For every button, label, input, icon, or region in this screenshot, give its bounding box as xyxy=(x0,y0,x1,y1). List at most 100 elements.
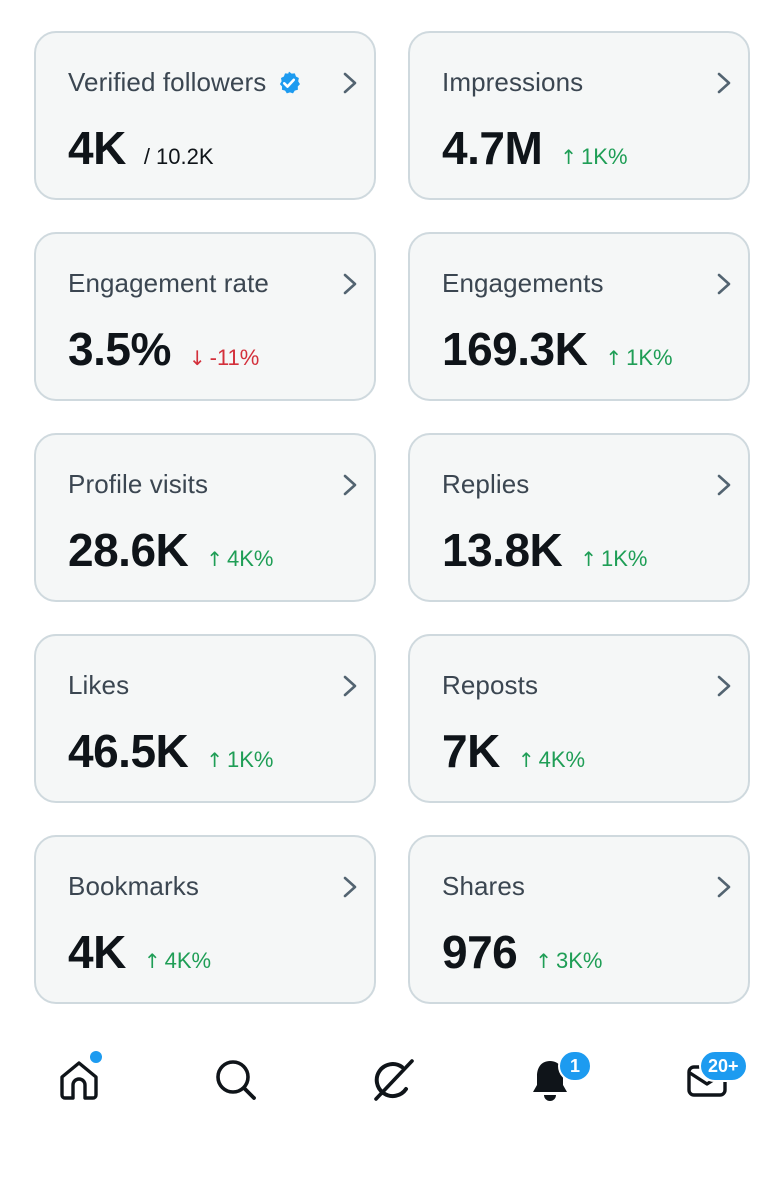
card-delta-value: 1K% xyxy=(581,144,628,169)
arrow-up-icon: ↑ xyxy=(580,547,598,571)
card-title: Engagements xyxy=(442,268,604,299)
card-title-text: Profile visits xyxy=(68,469,209,499)
stats-grid: Verified followers 4K / 10.2K Impression… xyxy=(34,31,750,1004)
card-value: 4.7M xyxy=(442,122,543,174)
card-value: 46.5K xyxy=(68,725,189,777)
chevron-right-icon xyxy=(343,675,357,697)
bottom-nav-bar: 1 20+ xyxy=(0,1040,784,1130)
value-row: 4.7M ↑ 1K% xyxy=(442,125,628,171)
card-delta: ↑ 1K% xyxy=(605,345,672,371)
card-profile-visits[interactable]: Profile visits 28.6K ↑ 4K% xyxy=(34,433,376,602)
card-impressions[interactable]: Impressions 4.7M ↑ 1K% xyxy=(408,31,750,200)
card-value: 13.8K xyxy=(442,524,563,576)
value-row: 4K ↑ 4K% xyxy=(68,929,211,975)
nav-search[interactable] xyxy=(201,1040,271,1120)
value-row: 4K / 10.2K xyxy=(68,125,214,171)
value-row: 7K ↑ 4K% xyxy=(442,728,585,774)
card-delta-value: 4K% xyxy=(227,546,274,571)
card-delta: ↑ 3K% xyxy=(535,948,602,974)
arrow-up-icon: ↑ xyxy=(605,346,623,370)
chevron-right-icon xyxy=(717,72,731,94)
card-reposts[interactable]: Reposts 7K ↑ 4K% xyxy=(408,634,750,803)
card-title: Profile visits xyxy=(68,469,208,500)
grok-icon xyxy=(374,1059,414,1101)
card-value: 7K xyxy=(442,725,500,777)
chevron-right-icon xyxy=(343,876,357,898)
value-row: 28.6K ↑ 4K% xyxy=(68,527,274,573)
card-delta-value: -11% xyxy=(209,345,260,370)
chevron-right-icon xyxy=(717,474,731,496)
card-title-text: Engagement rate xyxy=(68,268,269,298)
arrow-up-icon: ↑ xyxy=(206,748,224,772)
card-title-text: Impressions xyxy=(442,67,584,97)
card-delta: ↑ 1K% xyxy=(580,546,647,572)
card-delta-value: 1K% xyxy=(601,546,648,571)
card-title-text: Bookmarks xyxy=(68,871,199,901)
search-icon xyxy=(216,1060,256,1100)
home-icon xyxy=(60,1061,98,1100)
messages-badge: 20+ xyxy=(699,1050,748,1082)
nav-home[interactable] xyxy=(44,1040,114,1120)
card-title: Impressions xyxy=(442,67,583,98)
card-shares[interactable]: Shares 976 ↑ 3K% xyxy=(408,835,750,1004)
chevron-right-icon xyxy=(343,273,357,295)
card-title-text: Verified followers xyxy=(68,67,267,97)
value-row: 3.5% ↓ -11% xyxy=(68,326,259,372)
card-delta-value: 4K% xyxy=(164,948,212,973)
card-delta: ↑ 4K% xyxy=(144,948,211,974)
card-value: 28.6K xyxy=(68,524,189,576)
arrow-down-icon: ↓ xyxy=(188,346,206,370)
arrow-up-icon: ↑ xyxy=(143,949,161,973)
card-total: / 10.2K xyxy=(143,144,214,169)
card-title-text: Replies xyxy=(442,469,530,499)
card-value: 4K xyxy=(68,122,126,174)
card-likes[interactable]: Likes 46.5K ↑ 1K% xyxy=(34,634,376,803)
chevron-right-icon xyxy=(717,273,731,295)
card-title: Bookmarks xyxy=(68,871,199,902)
chevron-right-icon xyxy=(717,876,731,898)
value-row: 976 ↑ 3K% xyxy=(442,929,603,975)
arrow-up-icon: ↑ xyxy=(535,949,553,973)
nav-grok[interactable] xyxy=(358,1040,428,1120)
card-title-text: Likes xyxy=(68,670,130,700)
card-engagement-rate[interactable]: Engagement rate 3.5% ↓ -11% xyxy=(34,232,376,401)
card-delta: ↑ 4K% xyxy=(518,747,585,773)
card-title: Reposts xyxy=(442,670,538,701)
nav-messages[interactable]: 20+ xyxy=(672,1040,748,1120)
notifications-badge: 1 xyxy=(558,1050,592,1082)
card-title-text: Reposts xyxy=(442,670,539,700)
chevron-right-icon xyxy=(343,72,357,94)
card-value: 3.5% xyxy=(68,323,171,375)
card-verified-followers[interactable]: Verified followers 4K / 10.2K xyxy=(34,31,376,200)
card-delta: ↓ -11% xyxy=(189,345,260,371)
card-title: Replies xyxy=(442,469,529,500)
card-delta: ↑ 4K% xyxy=(206,546,273,572)
card-value: 4K xyxy=(68,926,126,978)
value-row: 169.3K ↑ 1K% xyxy=(442,326,673,372)
card-title-text: Shares xyxy=(442,871,525,901)
card-title-text: Engagements xyxy=(442,268,604,298)
card-delta-value: 4K% xyxy=(538,747,586,772)
value-row: 46.5K ↑ 1K% xyxy=(68,728,274,774)
card-title: Shares xyxy=(442,871,525,902)
value-row: 13.8K ↑ 1K% xyxy=(442,527,648,573)
arrow-up-icon: ↑ xyxy=(560,145,578,169)
card-delta-value: 3K% xyxy=(556,948,603,973)
card-delta: ↑ 1K% xyxy=(560,144,627,170)
card-title: Likes xyxy=(68,670,129,701)
nav-notifications[interactable]: 1 xyxy=(515,1040,592,1120)
card-title: Engagement rate xyxy=(68,268,269,299)
card-delta-value: 1K% xyxy=(227,747,274,772)
card-delta-value: 1K% xyxy=(626,345,673,370)
chevron-right-icon xyxy=(343,474,357,496)
verified-badge-icon xyxy=(280,71,301,93)
arrow-up-icon: ↑ xyxy=(206,547,224,571)
card-engagements[interactable]: Engagements 169.3K ↑ 1K% xyxy=(408,232,750,401)
card-replies[interactable]: Replies 13.8K ↑ 1K% xyxy=(408,433,750,602)
card-bookmarks[interactable]: Bookmarks 4K ↑ 4K% xyxy=(34,835,376,1004)
chevron-right-icon xyxy=(717,675,731,697)
card-title: Verified followers xyxy=(68,67,302,98)
arrow-up-icon: ↑ xyxy=(517,748,535,772)
home-unread-dot xyxy=(90,1051,102,1063)
card-value: 976 xyxy=(442,926,518,978)
